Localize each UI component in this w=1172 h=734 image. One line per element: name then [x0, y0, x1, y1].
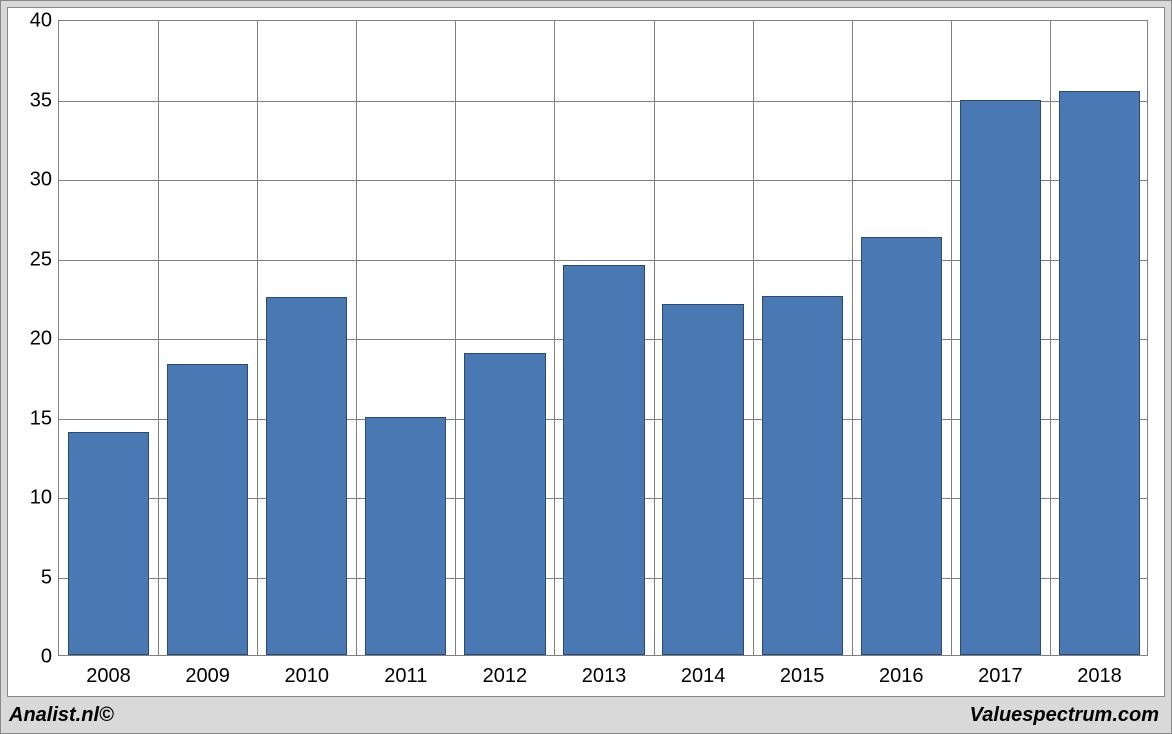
- gridline-v: [356, 21, 357, 655]
- x-tick-label: 2014: [681, 665, 726, 688]
- gridline-v: [455, 21, 456, 655]
- x-tick-label: 2018: [1077, 665, 1122, 688]
- gridline-v: [1050, 21, 1051, 655]
- bar-2016: [861, 237, 942, 655]
- bar-2012: [464, 353, 545, 655]
- x-tick-label: 2017: [978, 665, 1023, 688]
- bar-2008: [68, 432, 149, 655]
- bar-2018: [1059, 91, 1140, 655]
- footer-left-credit: Analist.nl©: [9, 704, 114, 727]
- footer-right-credit: Valuespectrum.com: [970, 704, 1159, 727]
- y-tick-label: 10: [16, 487, 52, 510]
- chart-outer-frame: 0 5 10 15 20 25 30 35 40 2008 2009 2010 2011 2012 2013…: [0, 0, 1172, 734]
- plot-area: [58, 20, 1148, 656]
- bar-2009: [167, 364, 248, 655]
- x-tick-label: 2009: [185, 665, 230, 688]
- chart-frame: 0 5 10 15 20 25 30 35 40 2008 2009 2010 2011 2012 2013…: [7, 7, 1165, 697]
- gridline-v: [654, 21, 655, 655]
- x-tick-label: 2010: [284, 665, 329, 688]
- gridline-v: [852, 21, 853, 655]
- bar-2017: [960, 100, 1041, 655]
- y-tick-label: 25: [16, 248, 52, 271]
- y-tick-label: 35: [16, 89, 52, 112]
- y-tick-label: 0: [16, 646, 52, 669]
- bar-2011: [365, 417, 446, 656]
- x-tick-label: 2016: [879, 665, 924, 688]
- bar-2015: [762, 296, 843, 655]
- y-tick-label: 30: [16, 169, 52, 192]
- y-tick-label: 15: [16, 407, 52, 430]
- x-tick-label: 2011: [384, 665, 427, 688]
- y-tick-label: 40: [16, 10, 52, 33]
- bar-2014: [662, 304, 743, 655]
- y-tick-label: 20: [16, 328, 52, 351]
- x-tick-label: 2013: [582, 665, 627, 688]
- gridline-v: [257, 21, 258, 655]
- bar-2010: [266, 297, 347, 655]
- gridline-v: [554, 21, 555, 655]
- gridline-v: [951, 21, 952, 655]
- bar-2013: [563, 265, 644, 655]
- gridline-v: [753, 21, 754, 655]
- y-tick-label: 5: [16, 566, 52, 589]
- x-tick-label: 2015: [780, 665, 825, 688]
- x-tick-label: 2008: [86, 665, 131, 688]
- x-tick-label: 2012: [483, 665, 528, 688]
- gridline-v: [158, 21, 159, 655]
